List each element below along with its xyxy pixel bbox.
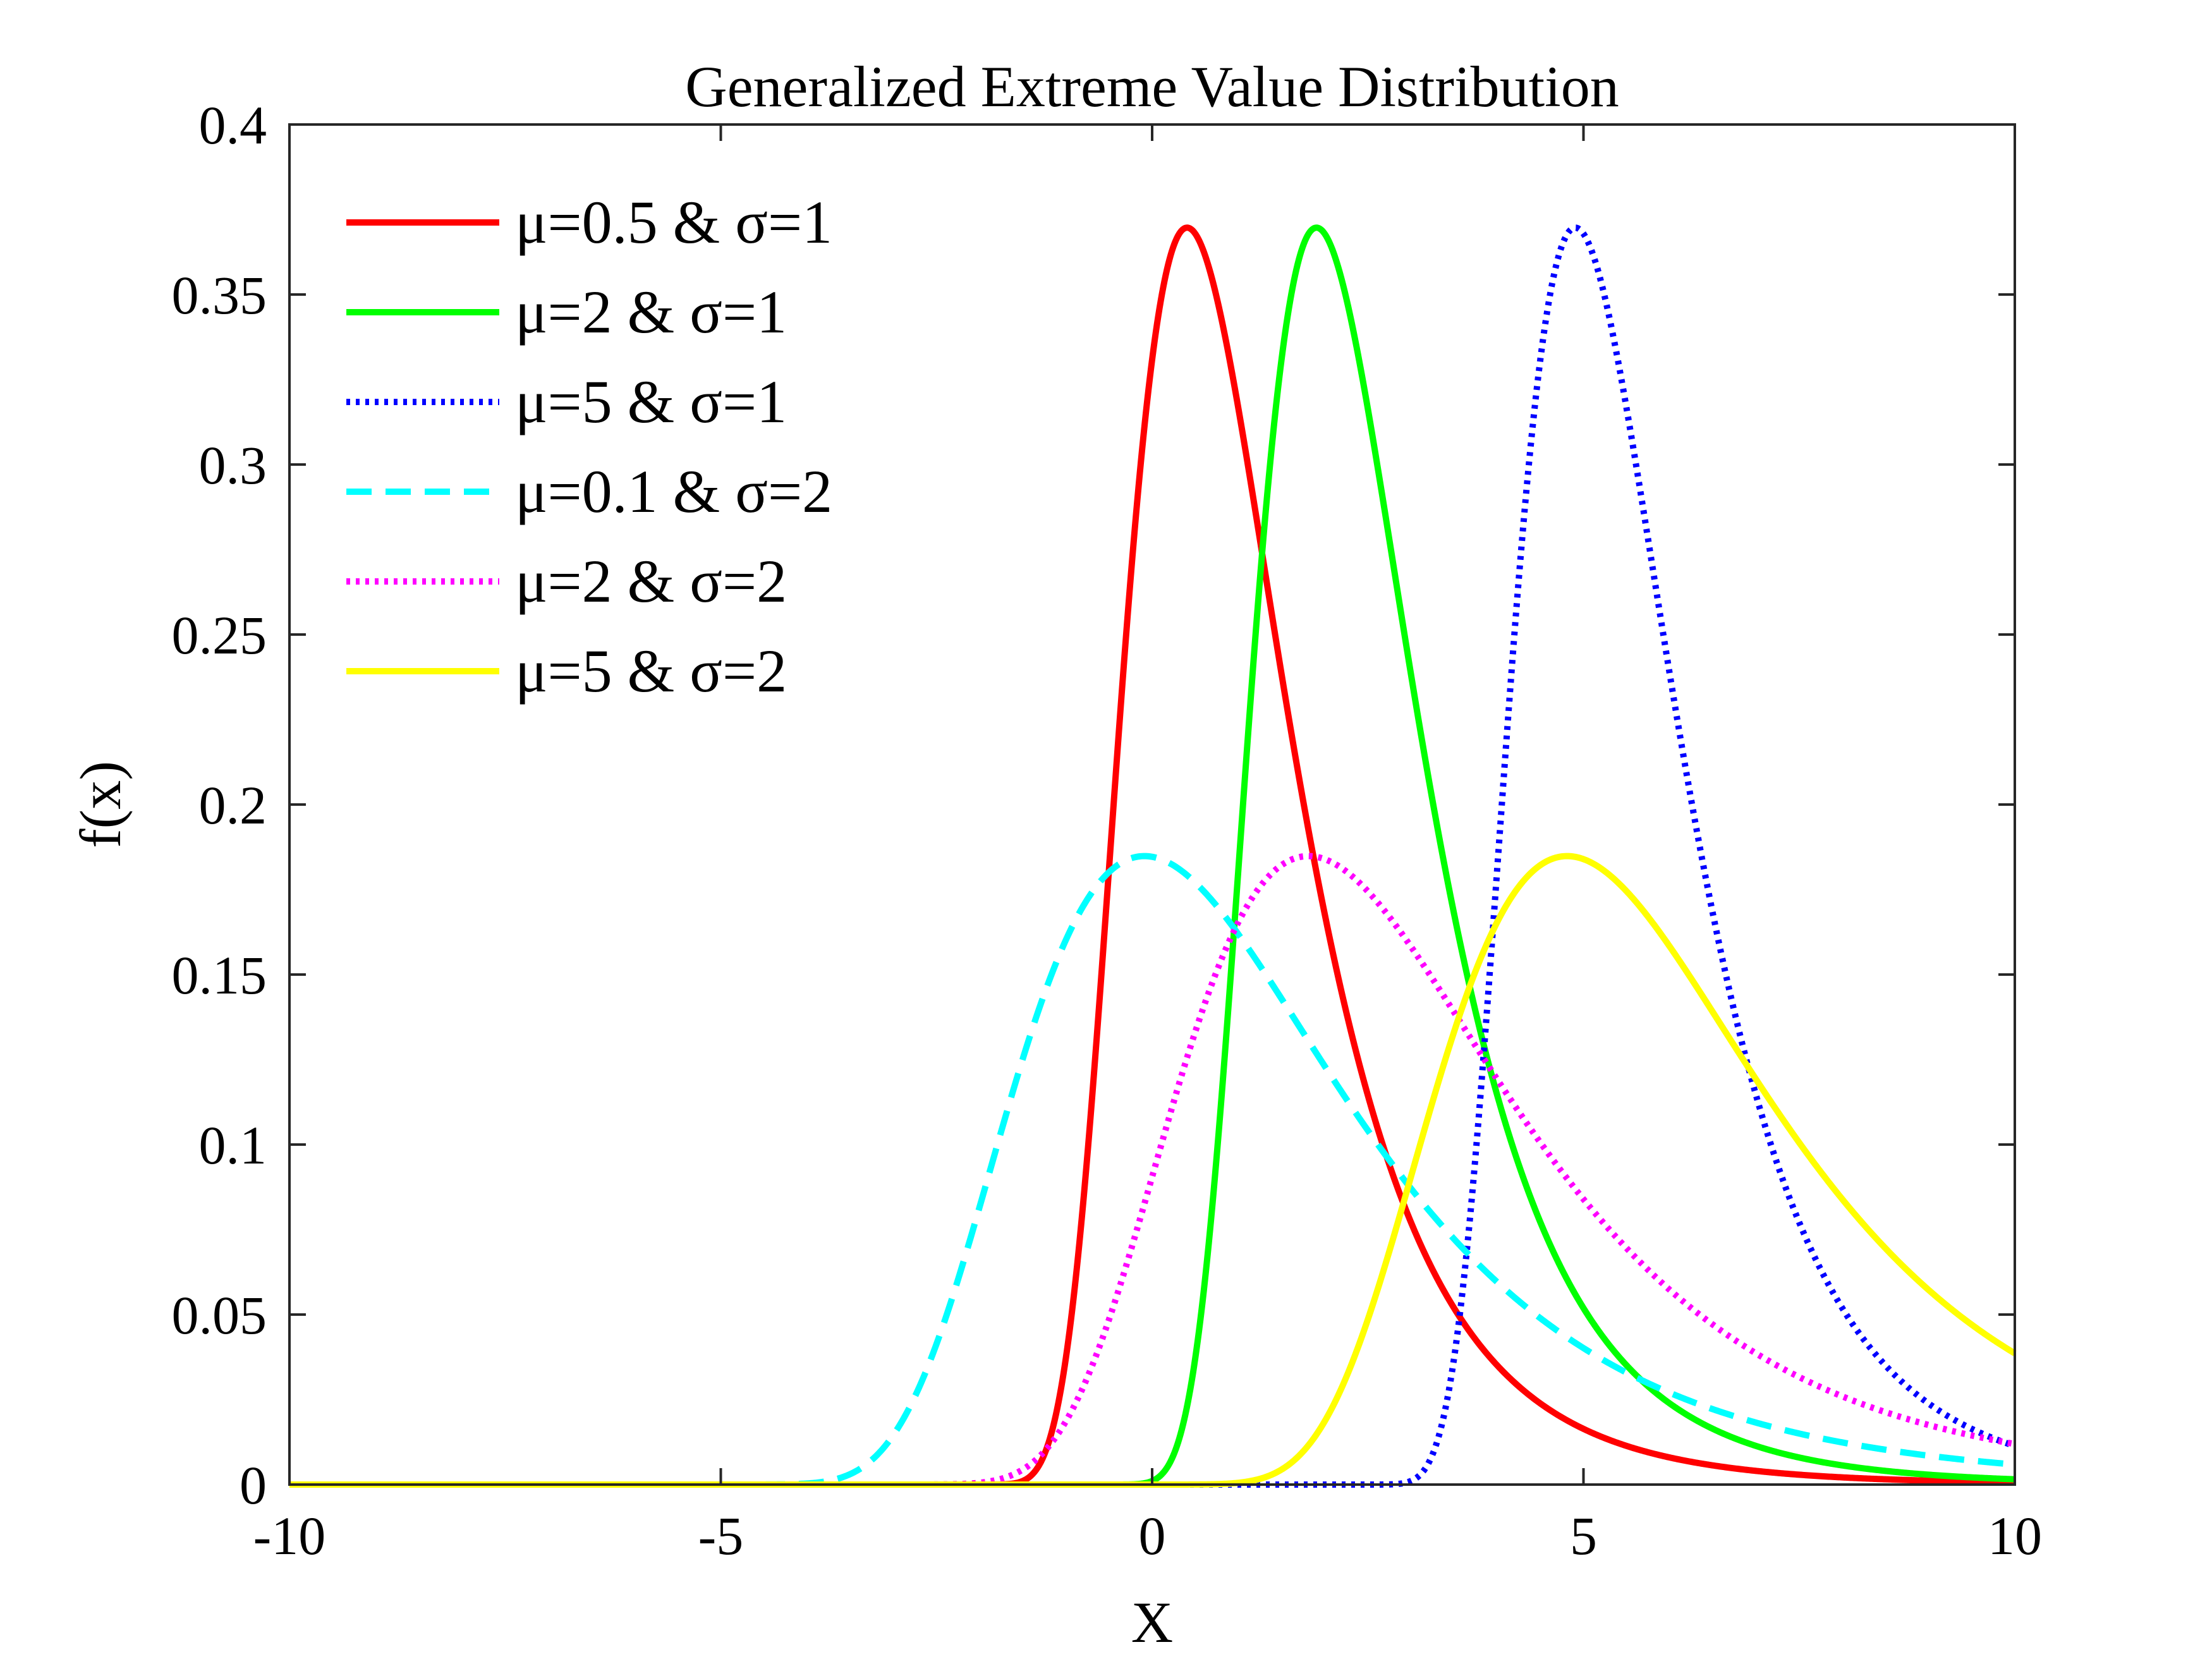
y-tick-label: 0.05	[172, 1285, 267, 1346]
x-axis-ticks: -10 -5 0 5 10	[253, 125, 2042, 1566]
legend-label-1: μ=0.5 & σ=1	[515, 188, 832, 256]
x-tick-label: 5	[1570, 1505, 1597, 1566]
legend: μ=0.5 & σ=1 μ=2 & σ=1 μ=5 & σ=1 μ=0.1 & σ=2…	[346, 188, 832, 705]
legend-label-4: μ=0.1 & σ=2	[515, 458, 832, 525]
x-tick-label: 0	[1139, 1505, 1166, 1566]
y-tick-label: 0.1	[199, 1115, 267, 1176]
y-axis-label: f(x)	[68, 761, 133, 848]
chart-title: Generalized Extreme Value Distribution	[685, 54, 1619, 119]
y-tick-label: 0.15	[172, 945, 267, 1006]
y-tick-label: 0.25	[172, 605, 267, 665]
y-tick-label: 0.35	[172, 265, 267, 325]
y-axis-ticks: 0 0.05 0.1 0.15 0.2 0.25 0.3 0.35 0.4	[172, 95, 2015, 1516]
y-tick-label: 0.2	[199, 775, 267, 836]
y-tick-label: 0.3	[199, 435, 267, 495]
x-tick-label: 10	[1988, 1505, 2042, 1566]
legend-label-6: μ=5 & σ=2	[515, 637, 787, 705]
x-axis-label: X	[1131, 1590, 1173, 1655]
x-tick-label: -5	[698, 1505, 744, 1566]
y-tick-label: 0	[240, 1455, 267, 1516]
x-tick-label: -10	[253, 1505, 326, 1566]
legend-label-2: μ=2 & σ=1	[515, 278, 787, 346]
y-tick-label: 0.4	[199, 95, 267, 155]
legend-label-5: μ=2 & σ=2	[515, 547, 787, 615]
legend-label-3: μ=5 & σ=1	[515, 368, 787, 435]
